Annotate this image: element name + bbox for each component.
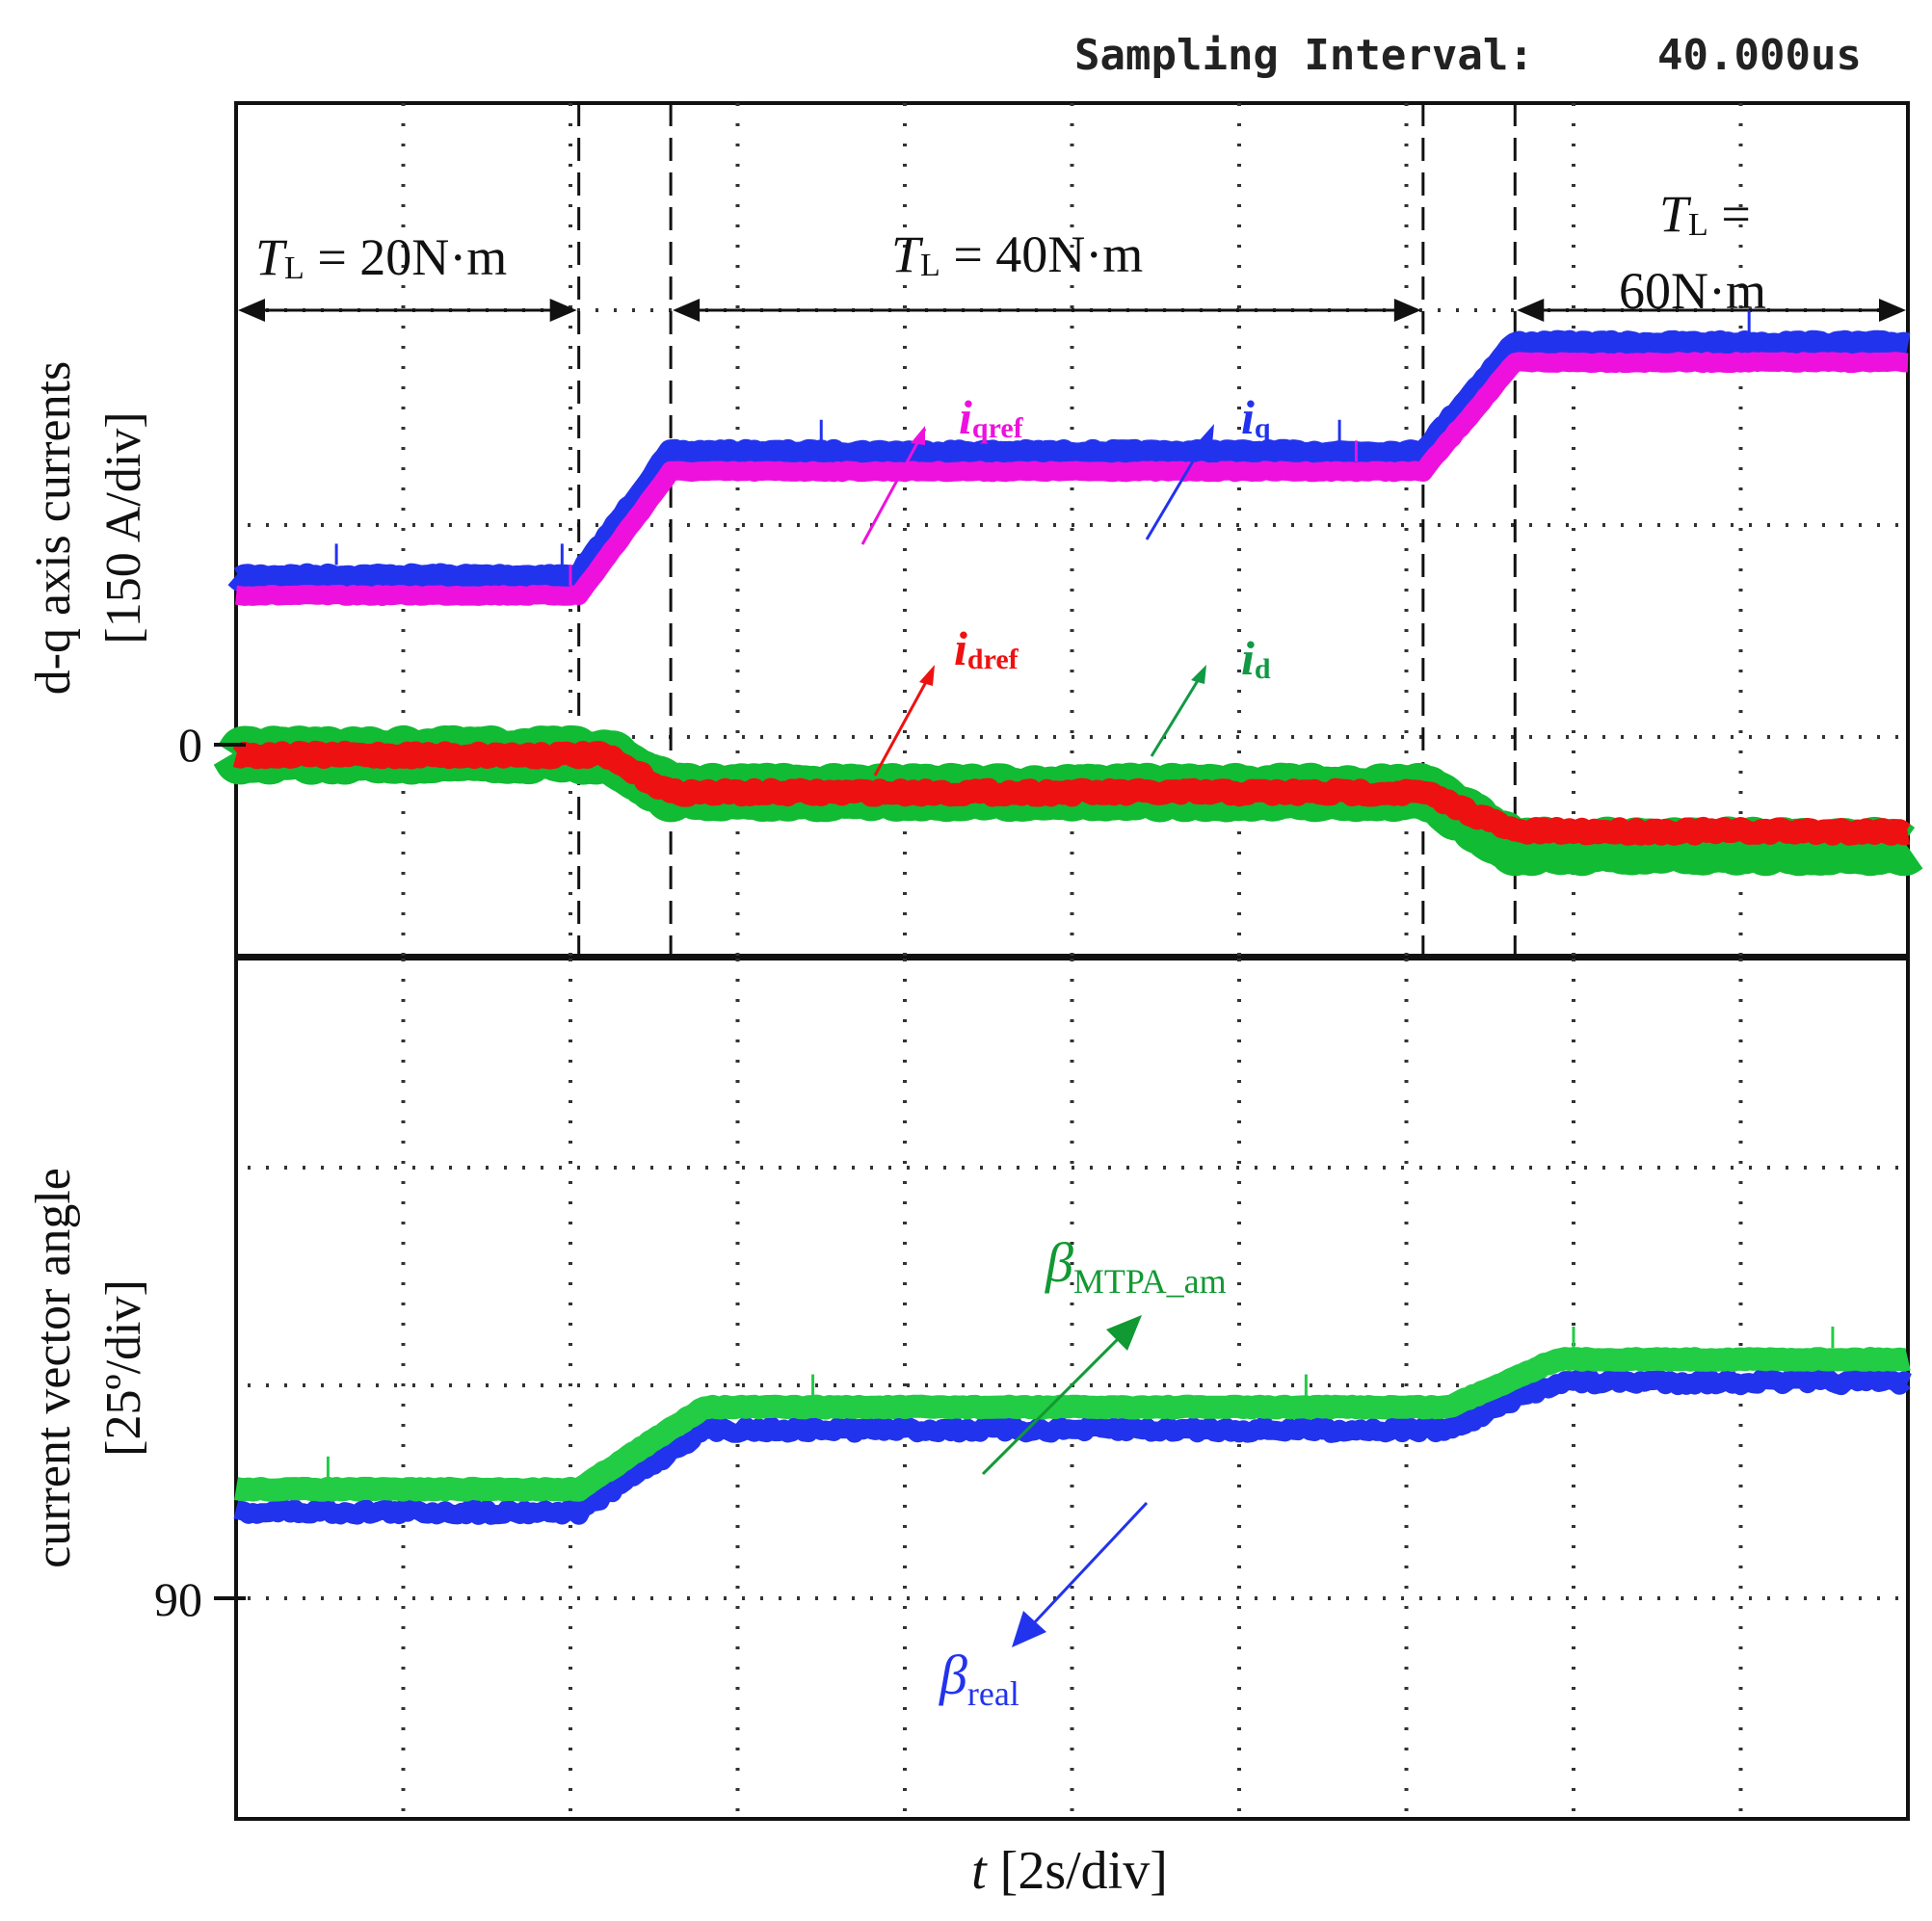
label-iq-main: i <box>1241 390 1255 444</box>
bottom-panel-grid <box>248 959 1908 1819</box>
annotation-iq: iq <box>1145 390 1271 540</box>
label-id-main: i <box>1241 631 1255 685</box>
label-beta-mtpa: βMTPA_am <box>1045 1231 1227 1301</box>
arrowhead-idref <box>919 665 935 686</box>
region-label-40nm-rest: = 40N·m <box>940 225 1143 283</box>
region-label-20nm-sub: L <box>284 250 304 286</box>
label-idref-main: i <box>954 621 967 675</box>
region-arrowhead-right <box>1393 299 1421 322</box>
arrow-beta-real <box>1029 1501 1149 1628</box>
label-iq-sub: q <box>1255 412 1271 444</box>
arrow-iq <box>1145 428 1214 540</box>
region-label-20nm-T: T <box>255 228 288 286</box>
label-idref-sub: dref <box>967 644 1019 675</box>
load-region-arrows <box>238 299 1906 322</box>
trace-iq <box>227 329 1917 592</box>
arrow-id <box>1150 669 1206 757</box>
region-label-60nm-T: T <box>1659 185 1692 243</box>
ninety-marker-label: 90 <box>154 1572 202 1626</box>
region-label-40nm-sub: L <box>920 248 940 283</box>
sampling-interval-value: 40.000us <box>1657 31 1862 80</box>
annotation-iqref: iqref <box>860 390 1024 545</box>
zero-marker-label: 0 <box>178 718 202 772</box>
label-idref: idref <box>954 621 1019 675</box>
top-ylabel-line1: d-q axis currents <box>26 361 81 696</box>
trace-beta-mtpa <box>228 1347 1916 1502</box>
arrowhead-iqref <box>911 426 925 445</box>
region-arrowhead-left <box>673 299 701 322</box>
bottom-ylabel-line2: [25º/div] <box>96 1279 151 1457</box>
x-axis-var: t <box>971 1841 988 1901</box>
label-id: id <box>1241 631 1271 685</box>
region-arrowhead-right <box>1879 299 1906 322</box>
trace-idref <box>228 740 1916 846</box>
region-label-60nm-rest: = <box>1708 185 1751 243</box>
region-label-40nm-T: T <box>891 225 924 283</box>
label-beta-real-main: β <box>939 1644 967 1706</box>
trace-beta-real <box>230 1368 1914 1525</box>
trace-iqref <box>230 352 1914 606</box>
label-id-sub: d <box>1255 653 1271 685</box>
top-panel-traces <box>213 310 1930 877</box>
arrowhead-iq <box>1199 424 1214 445</box>
bottom-ylabel-line1: current vector angle <box>26 1168 81 1568</box>
region-label-20nm-rest: = 20N·m <box>304 228 507 286</box>
annotation-idref: idref <box>873 621 1019 776</box>
label-iqref-sub: qref <box>972 412 1024 444</box>
label-beta-mtpa-main: β <box>1045 1231 1073 1294</box>
arrowhead-beta-real <box>1012 1611 1046 1647</box>
region-label-60nm: TL = <box>1659 185 1751 243</box>
arrow-iqref <box>860 428 927 545</box>
annotation-beta-mtpa: βMTPA_am <box>981 1231 1227 1476</box>
label-beta-real-sub: real <box>967 1674 1019 1713</box>
region-label-40nm: TL = 40N·m <box>891 225 1143 283</box>
region-arrowhead-left <box>238 299 265 322</box>
label-beta-real: βreal <box>939 1644 1019 1713</box>
label-iqref: iqref <box>959 390 1024 444</box>
arrow-beta-mtpa <box>981 1332 1125 1476</box>
arrow-idref <box>873 669 935 776</box>
x-axis-unit: [2s/div] <box>987 1841 1168 1901</box>
label-iq: iq <box>1241 390 1271 444</box>
arrowhead-id <box>1191 665 1206 684</box>
x-axis-label: t [2s/div] <box>971 1841 1168 1901</box>
region-label-60nm-line2: 60N·m <box>1619 262 1766 320</box>
region-arrowhead-right <box>549 299 577 322</box>
annotation-id: id <box>1150 631 1271 757</box>
region-label-20nm: TL = 20N·m <box>255 228 507 286</box>
label-iqref-main: i <box>959 390 972 444</box>
label-beta-mtpa-sub: MTPA_am <box>1073 1262 1227 1301</box>
bottom-panel-traces <box>228 1327 1916 1525</box>
sampling-interval-label: Sampling Interval: <box>1074 31 1534 80</box>
region-label-60nm-sub: L <box>1688 207 1708 243</box>
arrowhead-beta-mtpa <box>1106 1315 1142 1351</box>
region-arrowhead-left <box>1517 299 1545 322</box>
annotation-beta-real: βreal <box>939 1501 1149 1713</box>
top-ylabel-line2: [150 A/div] <box>96 411 151 644</box>
